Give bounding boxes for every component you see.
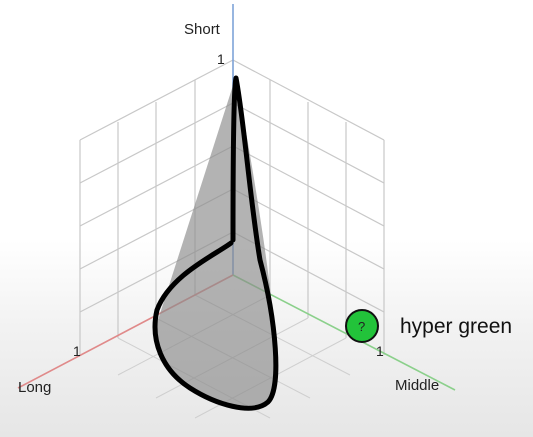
hyper-green-callout: ? hyper green bbox=[345, 309, 512, 343]
spectral-locus-curve bbox=[152, 75, 279, 411]
hyper-green-question-mark: ? bbox=[358, 319, 365, 334]
hyper-green-label: hyper green bbox=[400, 315, 512, 338]
grid-left-wall bbox=[79, 59, 234, 355]
hyper-green-dot bbox=[345, 309, 379, 343]
short-axis-label: Short bbox=[184, 21, 221, 38]
long-axis-tick: 1 bbox=[73, 343, 81, 359]
long-axis-label: Long bbox=[18, 379, 51, 396]
middle-axis-label: Middle bbox=[395, 377, 439, 394]
middle-axis-tick: 1 bbox=[376, 343, 384, 359]
short-axis-tick: 1 bbox=[217, 51, 225, 67]
